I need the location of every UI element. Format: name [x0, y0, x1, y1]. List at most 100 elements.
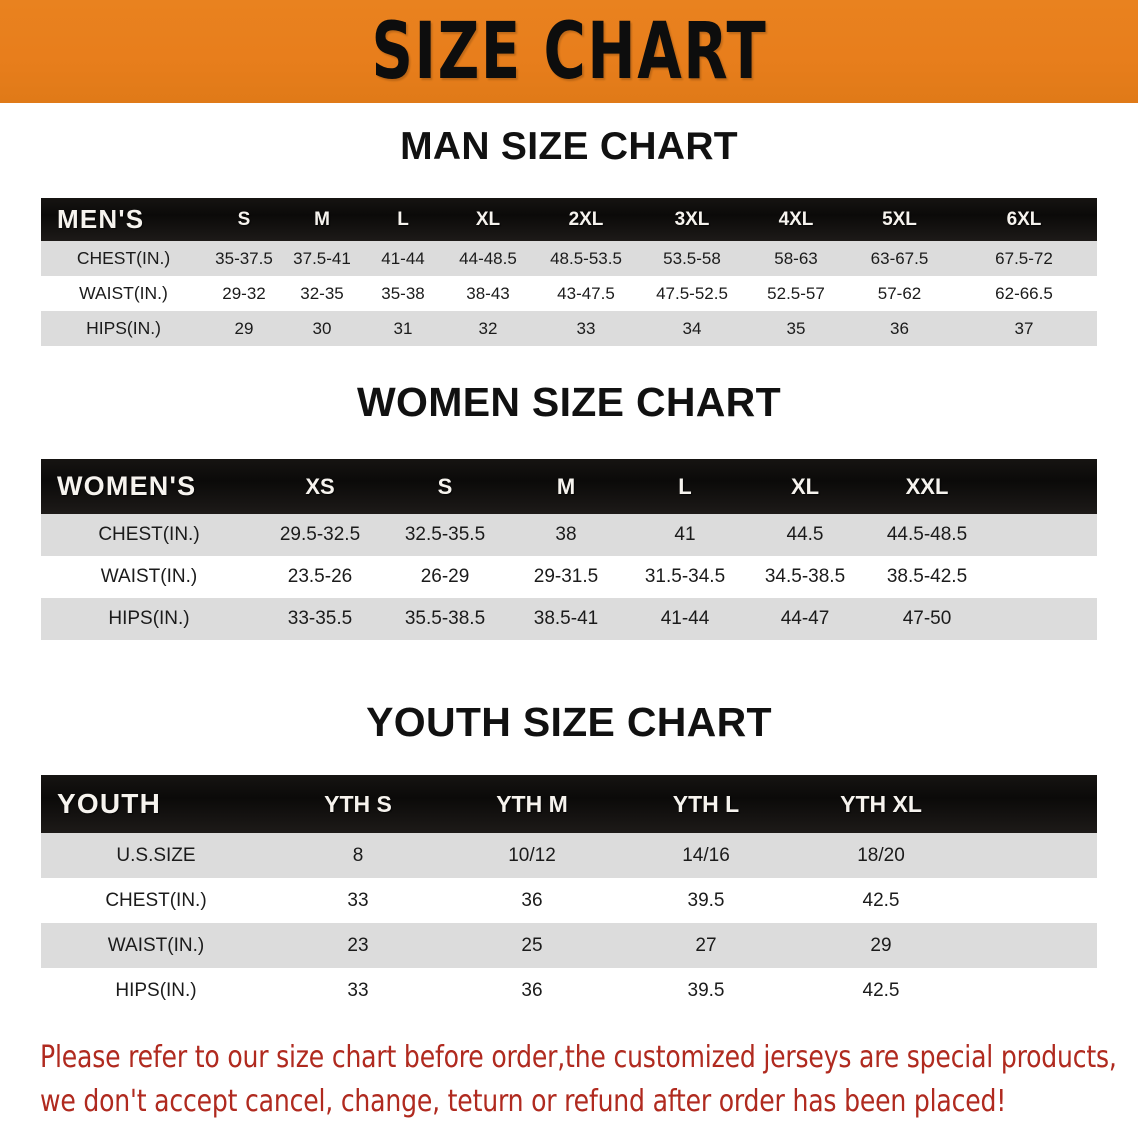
youth-row-label-chest: CHEST(IN.) [105, 889, 207, 911]
men-chest-3xl: 53.5-58 [663, 248, 721, 268]
women-waist-xs: 23.5-26 [287, 566, 353, 587]
men-chest-s: 35-37.5 [215, 248, 273, 268]
men-hips-xl: 32 [478, 318, 498, 338]
youth-chest-m: 36 [521, 889, 543, 911]
men-chest-xl: 44-48.5 [459, 248, 517, 268]
men-chest-5xl: 63-67.5 [870, 248, 929, 268]
return-policy-disclaimer: Please refer to our size chart before or… [40, 1036, 1117, 1124]
women-col-header-xxl: XXL [905, 473, 949, 499]
men-row-label-waist: WAIST(IN.) [79, 283, 168, 303]
women-row-label-waist: WAIST(IN.) [100, 566, 198, 587]
youth-ussize-l: 14/16 [682, 844, 730, 866]
men-waist-xl: 38-43 [466, 283, 510, 303]
men-hips-m: 30 [312, 318, 332, 338]
women-chest-xxl: 44.5-48.5 [886, 524, 968, 545]
women-col-header-m: M [556, 473, 576, 499]
youth-waist-xl: 29 [870, 934, 892, 956]
youth-table-header-row: YOUTH YTH S YTH M YTH L YTH XL [41, 775, 1097, 833]
men-chest-m: 37.5-41 [293, 248, 351, 268]
youth-ussize-m: 10/12 [508, 844, 556, 866]
women-waist-filler [989, 556, 1097, 598]
men-col-header-4xl: 4XL [778, 208, 814, 230]
youth-section-heading: YOUTH SIZE CHART [366, 699, 772, 745]
men-col-header-m: M [314, 208, 330, 230]
men-col-header-l: L [397, 208, 409, 230]
women-header-filler [989, 459, 1097, 514]
youth-col-header-l: YTH L [672, 790, 740, 817]
banner-title: SIZE CHART [371, 6, 767, 97]
men-hips-5xl: 36 [890, 318, 909, 338]
men-size-table: MEN'S S M L XL 2XL 3XL 4XL 5XL 6XL CHEST… [41, 198, 1097, 346]
women-row-label-chest: CHEST(IN.) [98, 524, 200, 545]
women-col-header-s: S [437, 473, 453, 499]
table-row: HIPS(IN.) 33-35.5 35.5-38.5 38.5-41 41-4… [41, 598, 1097, 640]
women-waist-xl: 34.5-38.5 [764, 566, 846, 587]
table-row: WAIST(IN.) 23.5-26 26-29 29-31.5 31.5-34… [41, 556, 1097, 598]
men-table-header-row: MEN'S S M L XL 2XL 3XL 4XL 5XL 6XL [41, 198, 1097, 241]
men-chest-l: 41-44 [381, 248, 425, 268]
youth-header-filler [969, 775, 1097, 833]
youth-hips-s: 33 [347, 979, 369, 1001]
women-hips-s: 35.5-38.5 [404, 608, 486, 629]
men-col-header-5xl: 5XL [882, 208, 917, 230]
women-hips-m: 38.5-41 [533, 608, 599, 629]
women-hips-xxl: 47-50 [902, 608, 952, 629]
women-col-header-xs: XS [305, 473, 335, 499]
youth-chest-filler [969, 878, 1097, 923]
men-waist-2xl: 43-47.5 [557, 283, 615, 303]
men-hips-2xl: 33 [576, 318, 596, 338]
women-corner-label: WOMEN'S [57, 471, 197, 501]
table-row: CHEST(IN.) 33 36 39.5 42.5 [41, 878, 1097, 923]
women-waist-l: 31.5-34.5 [644, 566, 726, 587]
women-col-header-l: L [678, 473, 692, 499]
women-hips-l: 41-44 [660, 608, 710, 629]
table-row: HIPS(IN.) 33 36 39.5 42.5 [41, 968, 1097, 1013]
men-hips-l: 31 [393, 318, 413, 338]
men-waist-m: 32-35 [300, 283, 344, 303]
youth-col-header-s: YTH S [324, 790, 392, 817]
youth-waist-l: 27 [695, 934, 717, 956]
women-hips-xl: 44-47 [780, 608, 830, 629]
men-col-header-3xl: 3XL [674, 208, 710, 230]
youth-size-table: YOUTH YTH S YTH M YTH L YTH XL U.S.SIZE … [41, 775, 1097, 1013]
women-chest-s: 32.5-35.5 [404, 524, 486, 545]
youth-hips-m: 36 [521, 979, 543, 1001]
youth-corner-label: YOUTH [57, 788, 161, 819]
table-row: WAIST(IN.) 23 25 27 29 [41, 923, 1097, 968]
women-waist-s: 26-29 [420, 566, 470, 587]
disclaimer-line-2: we don't accept cancel, change, teturn o… [40, 1084, 1007, 1119]
disclaimer-line-1: Please refer to our size chart before or… [40, 1040, 1117, 1075]
youth-waist-m: 25 [521, 934, 543, 956]
table-row: HIPS(IN.) 29 30 31 32 33 34 35 36 37 [41, 311, 1097, 346]
man-section-heading: MAN SIZE CHART [400, 125, 738, 168]
youth-col-header-m: YTH M [496, 790, 568, 817]
women-chest-m: 38 [555, 524, 577, 545]
youth-hips-filler [969, 968, 1097, 1013]
table-row: U.S.SIZE 8 10/12 14/16 18/20 [41, 833, 1097, 878]
women-hips-xs: 33-35.5 [287, 608, 353, 629]
youth-row-label-ussize: U.S.SIZE [116, 844, 196, 866]
men-waist-s: 29-32 [222, 283, 266, 303]
youth-ussize-xl: 18/20 [857, 844, 905, 866]
youth-row-label-waist: WAIST(IN.) [107, 934, 205, 956]
women-table-header-row: WOMEN'S XS S M L XL XXL [41, 459, 1097, 514]
men-hips-6xl: 37 [1014, 318, 1034, 338]
table-row: CHEST(IN.) 35-37.5 37.5-41 41-44 44-48.5… [41, 241, 1097, 276]
women-section-heading: WOMEN SIZE CHART [357, 379, 781, 425]
youth-waist-s: 23 [347, 934, 369, 956]
youth-col-header-xl: YTH XL [840, 790, 922, 817]
youth-ussize-filler [969, 833, 1097, 878]
men-waist-3xl: 47.5-52.5 [656, 283, 728, 303]
men-row-label-hips: HIPS(IN.) [86, 318, 161, 338]
men-col-header-xl: XL [475, 208, 501, 230]
women-chest-xl: 44.5 [786, 524, 824, 545]
youth-ussize-s: 8 [352, 844, 364, 866]
women-chest-l: 41 [674, 524, 696, 545]
men-chest-6xl: 67.5-72 [995, 248, 1053, 268]
men-hips-4xl: 35 [786, 318, 806, 338]
men-chest-2xl: 48.5-53.5 [550, 248, 622, 268]
youth-hips-l: 39.5 [687, 979, 725, 1001]
table-row: WAIST(IN.) 29-32 32-35 35-38 38-43 43-47… [41, 276, 1097, 311]
men-col-header-s: S [237, 208, 251, 230]
